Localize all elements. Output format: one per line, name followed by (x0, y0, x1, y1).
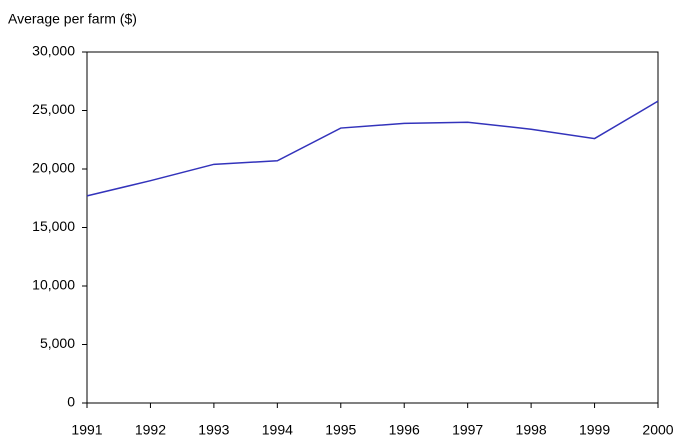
y-tick-label: 5,000 (40, 335, 75, 351)
x-tick-label: 2000 (642, 422, 673, 438)
x-tick-label: 1993 (198, 422, 229, 438)
plot-frame (86, 51, 659, 404)
x-tick-label: 1998 (516, 422, 547, 438)
y-tick-label: 15,000 (32, 218, 75, 234)
y-tick-label: 20,000 (32, 160, 75, 176)
x-tick-label: 1997 (452, 422, 483, 438)
y-axis-label: Average per farm ($) (8, 11, 137, 27)
x-tick-label: 1996 (389, 422, 420, 438)
x-tick-label: 1999 (579, 422, 610, 438)
line-series (86, 100, 659, 197)
x-tick-label: 1991 (71, 422, 102, 438)
y-tick-label: 25,000 (32, 101, 75, 117)
y-tick-label: 30,000 (32, 43, 75, 59)
x-tick-label: 1995 (325, 422, 356, 438)
x-tick-label: 1992 (135, 422, 166, 438)
x-tick-label: 1994 (262, 422, 293, 438)
y-tick-label: 10,000 (32, 277, 75, 293)
y-tick-label: 0 (67, 394, 75, 410)
